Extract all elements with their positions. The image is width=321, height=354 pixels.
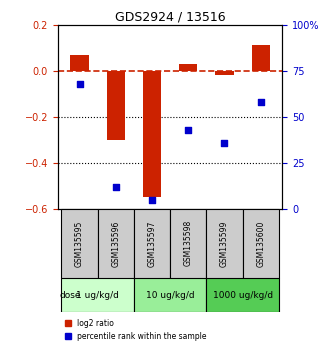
Point [222, 140, 227, 145]
FancyBboxPatch shape [206, 278, 279, 313]
Text: GSM135597: GSM135597 [148, 220, 157, 267]
Text: GSM135599: GSM135599 [220, 220, 229, 267]
Point [77, 81, 82, 86]
Text: GSM135596: GSM135596 [111, 220, 120, 267]
Title: GDS2924 / 13516: GDS2924 / 13516 [115, 11, 225, 24]
Bar [252, 45, 270, 71]
FancyBboxPatch shape [98, 209, 134, 278]
FancyBboxPatch shape [134, 209, 170, 278]
Bar [215, 71, 234, 75]
Point [150, 197, 155, 202]
Bar [107, 71, 125, 140]
Point [113, 184, 118, 190]
Text: GSM135595: GSM135595 [75, 220, 84, 267]
Text: 10 ug/kg/d: 10 ug/kg/d [146, 291, 195, 299]
FancyBboxPatch shape [243, 209, 279, 278]
FancyBboxPatch shape [61, 209, 98, 278]
Text: GSM135598: GSM135598 [184, 220, 193, 267]
Text: dose: dose [60, 291, 81, 299]
Point [258, 99, 263, 105]
Bar [143, 71, 161, 197]
FancyBboxPatch shape [206, 209, 243, 278]
Bar [179, 64, 197, 71]
FancyBboxPatch shape [61, 278, 134, 313]
Text: GSM135600: GSM135600 [256, 220, 265, 267]
Legend: log2 ratio, percentile rank within the sample: log2 ratio, percentile rank within the s… [62, 316, 209, 344]
FancyBboxPatch shape [134, 278, 206, 313]
Text: 1000 ug/kg/d: 1000 ug/kg/d [213, 291, 273, 299]
Point [186, 127, 191, 132]
Text: 1 ug/kg/d: 1 ug/kg/d [76, 291, 119, 299]
Bar [71, 55, 89, 71]
FancyBboxPatch shape [170, 209, 206, 278]
